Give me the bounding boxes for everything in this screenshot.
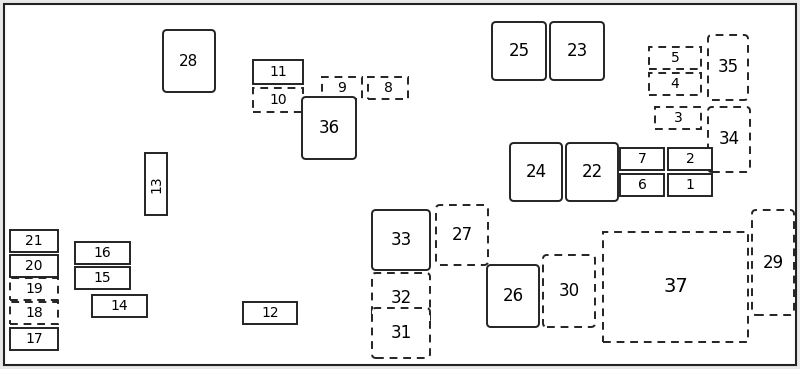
Bar [10, 302, 58, 324]
Text: 5: 5 [670, 51, 679, 65]
FancyBboxPatch shape [708, 107, 750, 172]
FancyBboxPatch shape [372, 308, 430, 358]
Bar [322, 77, 362, 99]
FancyBboxPatch shape [708, 35, 748, 100]
Text: 16: 16 [94, 246, 111, 260]
Bar [243, 302, 297, 324]
Bar [649, 47, 701, 69]
Text: 9: 9 [338, 81, 346, 95]
Text: 12: 12 [261, 306, 279, 320]
Bar [10, 278, 58, 300]
Bar [75, 242, 130, 264]
Text: 18: 18 [25, 306, 43, 320]
Bar [253, 88, 303, 112]
Bar [603, 232, 748, 342]
Text: 34: 34 [718, 131, 739, 148]
Bar [253, 60, 303, 84]
Text: 35: 35 [718, 59, 738, 76]
Text: 1: 1 [686, 178, 694, 192]
Bar [620, 148, 664, 170]
Text: 15: 15 [94, 271, 111, 285]
Bar [10, 230, 58, 252]
Text: 2: 2 [686, 152, 694, 166]
Text: 26: 26 [502, 287, 523, 305]
FancyBboxPatch shape [566, 143, 618, 201]
Text: 3: 3 [674, 111, 682, 125]
Text: 25: 25 [509, 42, 530, 60]
Text: 21: 21 [25, 234, 43, 248]
Text: 10: 10 [269, 93, 287, 107]
Text: 14: 14 [110, 299, 128, 313]
Text: 22: 22 [582, 163, 602, 181]
Text: 13: 13 [149, 175, 163, 193]
Bar [649, 73, 701, 95]
Bar [368, 77, 408, 99]
Text: 8: 8 [383, 81, 393, 95]
FancyBboxPatch shape [550, 22, 604, 80]
Text: 31: 31 [390, 324, 412, 342]
Text: 33: 33 [390, 231, 412, 249]
Bar [620, 174, 664, 196]
Text: 11: 11 [269, 65, 287, 79]
Bar [668, 174, 712, 196]
Text: 37: 37 [663, 277, 688, 297]
Text: 6: 6 [638, 178, 646, 192]
Text: 28: 28 [179, 54, 198, 69]
Bar [668, 148, 712, 170]
Text: 7: 7 [638, 152, 646, 166]
FancyBboxPatch shape [372, 273, 430, 323]
Text: 19: 19 [25, 282, 43, 296]
Text: 30: 30 [558, 282, 579, 300]
FancyBboxPatch shape [487, 265, 539, 327]
Bar [10, 255, 58, 277]
Bar [75, 267, 130, 289]
FancyBboxPatch shape [492, 22, 546, 80]
Text: 17: 17 [25, 332, 43, 346]
Text: 24: 24 [526, 163, 546, 181]
Bar [10, 328, 58, 350]
FancyBboxPatch shape [372, 210, 430, 270]
Text: 4: 4 [670, 77, 679, 91]
Text: 20: 20 [26, 259, 42, 273]
Text: 36: 36 [318, 119, 339, 137]
Text: 27: 27 [451, 226, 473, 244]
Bar [655, 107, 701, 129]
FancyBboxPatch shape [302, 97, 356, 159]
Bar [145, 153, 167, 215]
Text: 23: 23 [566, 42, 588, 60]
FancyBboxPatch shape [510, 143, 562, 201]
FancyBboxPatch shape [436, 205, 488, 265]
Text: 29: 29 [762, 254, 783, 272]
FancyBboxPatch shape [543, 255, 595, 327]
FancyBboxPatch shape [752, 210, 794, 315]
Text: 32: 32 [390, 289, 412, 307]
FancyBboxPatch shape [163, 30, 215, 92]
Bar [92, 295, 147, 317]
